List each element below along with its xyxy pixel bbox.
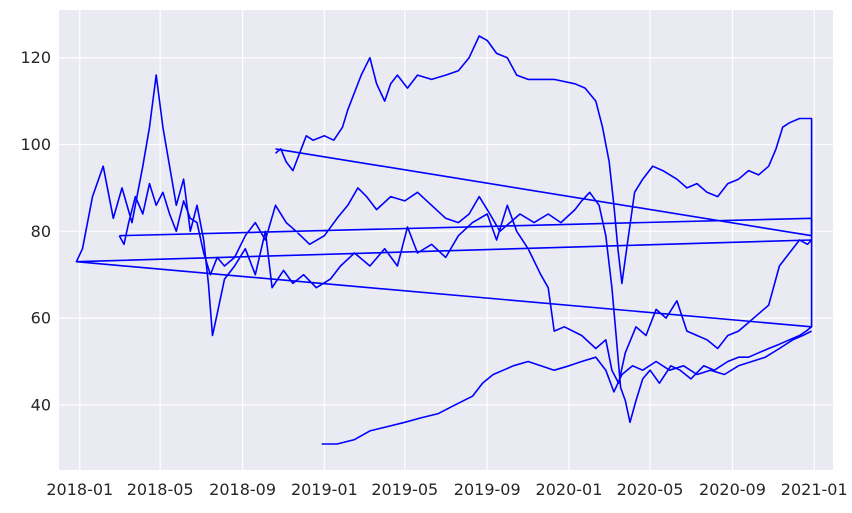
series-line-2	[118, 182, 813, 424]
y-tick-label: 40	[31, 395, 51, 414]
x-tick-label: 2021-01	[781, 480, 848, 499]
y-tick-label: 100	[20, 135, 51, 154]
x-tick-label: 2018-01	[46, 480, 113, 499]
y-tick-label: 60	[31, 309, 51, 328]
x-tick-label: 2018-09	[209, 480, 276, 499]
x-tick-label: 2020-01	[536, 480, 603, 499]
y-tick-label: 120	[20, 48, 51, 67]
series-line-1	[75, 74, 813, 385]
x-tick-label: 2020-05	[617, 480, 684, 499]
x-tick-label: 2019-01	[291, 480, 358, 499]
y-tick-label: 80	[31, 222, 51, 241]
x-axis-tick-labels: 2018-01 2018-05 2018-09 2019-01 2019-05 2019-…	[46, 480, 847, 499]
series-lines	[75, 35, 813, 445]
x-tick-label: 2019-05	[371, 480, 438, 499]
plot-area	[59, 10, 833, 470]
series-line-4	[321, 330, 812, 445]
y-axis-tick-labels: 40 60 80 100 120	[20, 48, 51, 414]
x-tick-label: 2020-09	[699, 480, 766, 499]
x-tick-label: 2019-09	[454, 480, 521, 499]
gridlines	[59, 10, 833, 470]
series-line-3	[274, 35, 813, 285]
x-tick-label: 2018-05	[127, 480, 194, 499]
